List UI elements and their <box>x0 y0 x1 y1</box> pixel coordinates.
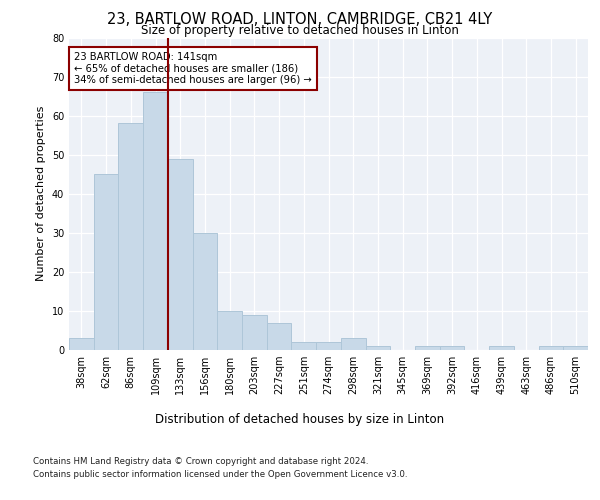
Text: 23, BARTLOW ROAD, LINTON, CAMBRIDGE, CB21 4LY: 23, BARTLOW ROAD, LINTON, CAMBRIDGE, CB2… <box>107 12 493 28</box>
Y-axis label: Number of detached properties: Number of detached properties <box>36 106 46 282</box>
Bar <box>292 342 316 350</box>
Bar <box>267 322 292 350</box>
Bar <box>193 233 217 350</box>
Bar <box>489 346 514 350</box>
Bar <box>143 92 168 350</box>
Bar <box>563 346 588 350</box>
Bar <box>316 342 341 350</box>
Bar <box>440 346 464 350</box>
Bar <box>168 158 193 350</box>
Bar <box>69 338 94 350</box>
Bar <box>242 315 267 350</box>
Bar <box>341 338 365 350</box>
Bar <box>217 311 242 350</box>
Bar <box>365 346 390 350</box>
Text: Distribution of detached houses by size in Linton: Distribution of detached houses by size … <box>155 412 445 426</box>
Bar <box>539 346 563 350</box>
Text: Contains public sector information licensed under the Open Government Licence v3: Contains public sector information licen… <box>33 470 407 479</box>
Text: Contains HM Land Registry data © Crown copyright and database right 2024.: Contains HM Land Registry data © Crown c… <box>33 458 368 466</box>
Text: Size of property relative to detached houses in Linton: Size of property relative to detached ho… <box>141 24 459 37</box>
Text: 23 BARTLOW ROAD: 141sqm
← 65% of detached houses are smaller (186)
34% of semi-d: 23 BARTLOW ROAD: 141sqm ← 65% of detache… <box>74 52 312 85</box>
Bar <box>118 124 143 350</box>
Bar <box>415 346 440 350</box>
Bar <box>94 174 118 350</box>
